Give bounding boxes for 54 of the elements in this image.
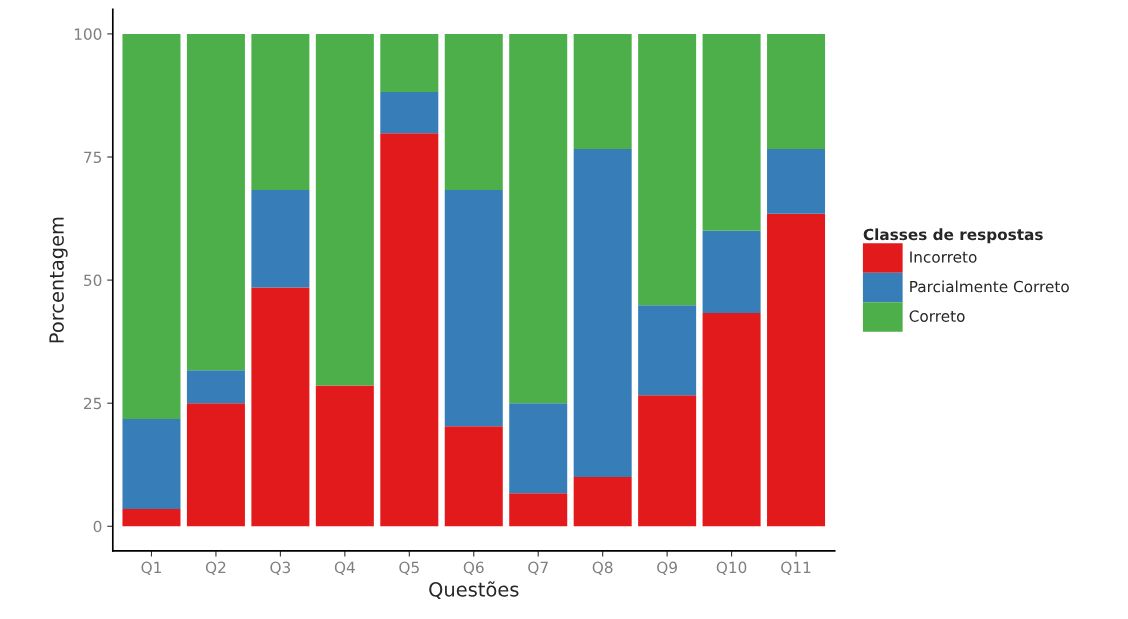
bar (315, 385, 374, 527)
y-tick-label: 0 (93, 520, 102, 533)
x-tick-label: Q1 (141, 561, 161, 575)
bar (702, 230, 761, 314)
y-tick-label: 25 (84, 397, 102, 410)
bar (380, 133, 439, 527)
y-tick-label: 75 (84, 151, 102, 164)
y-axis-title: Porcentagem (49, 217, 68, 343)
bar (767, 149, 826, 214)
bar (573, 477, 632, 527)
bar (380, 92, 439, 134)
bar (702, 33, 761, 231)
bar (573, 33, 632, 150)
x-tick-label: Q7 (528, 561, 548, 575)
x-tick-label: Q5 (399, 561, 419, 575)
y-tick-label: 100 (74, 28, 102, 40)
bar (767, 213, 826, 527)
bar (767, 33, 826, 150)
bar (315, 33, 374, 386)
x-tick-label: Q11 (781, 561, 811, 575)
bar (509, 493, 568, 527)
bar (122, 509, 181, 527)
bar (251, 189, 310, 288)
bar (122, 33, 181, 419)
bar (186, 370, 245, 404)
x-axis-title: Questões (429, 581, 519, 599)
legend-label: Parcialmente Correto (910, 280, 1069, 293)
x-tick-label: Q4 (334, 561, 355, 575)
x-tick-label: Q2 (205, 561, 226, 575)
x-tick-label: Q10 (716, 561, 747, 575)
x-tick-label: Q8 (592, 561, 613, 575)
y-tick-label: 50 (84, 274, 102, 287)
bar (509, 33, 568, 404)
x-tick-label: Q6 (463, 561, 484, 575)
bar (702, 313, 761, 527)
bar (380, 33, 439, 93)
bar (122, 418, 181, 510)
bar (573, 149, 632, 478)
bar (186, 33, 245, 371)
legend-title: Classes de respostas (863, 228, 1043, 244)
x-tick-label: Q3 (270, 561, 291, 575)
bar (444, 33, 503, 190)
bar (638, 33, 697, 306)
bar (251, 33, 310, 190)
bar (251, 287, 310, 527)
legend-label: Incorreto (910, 251, 977, 263)
x-tick-label: Q9 (657, 561, 677, 575)
bar (444, 426, 503, 527)
bar (638, 305, 697, 396)
legend-label: Correto (909, 310, 965, 322)
bar (509, 403, 568, 494)
bar (638, 395, 697, 527)
bar (186, 403, 245, 527)
bar (444, 189, 503, 427)
